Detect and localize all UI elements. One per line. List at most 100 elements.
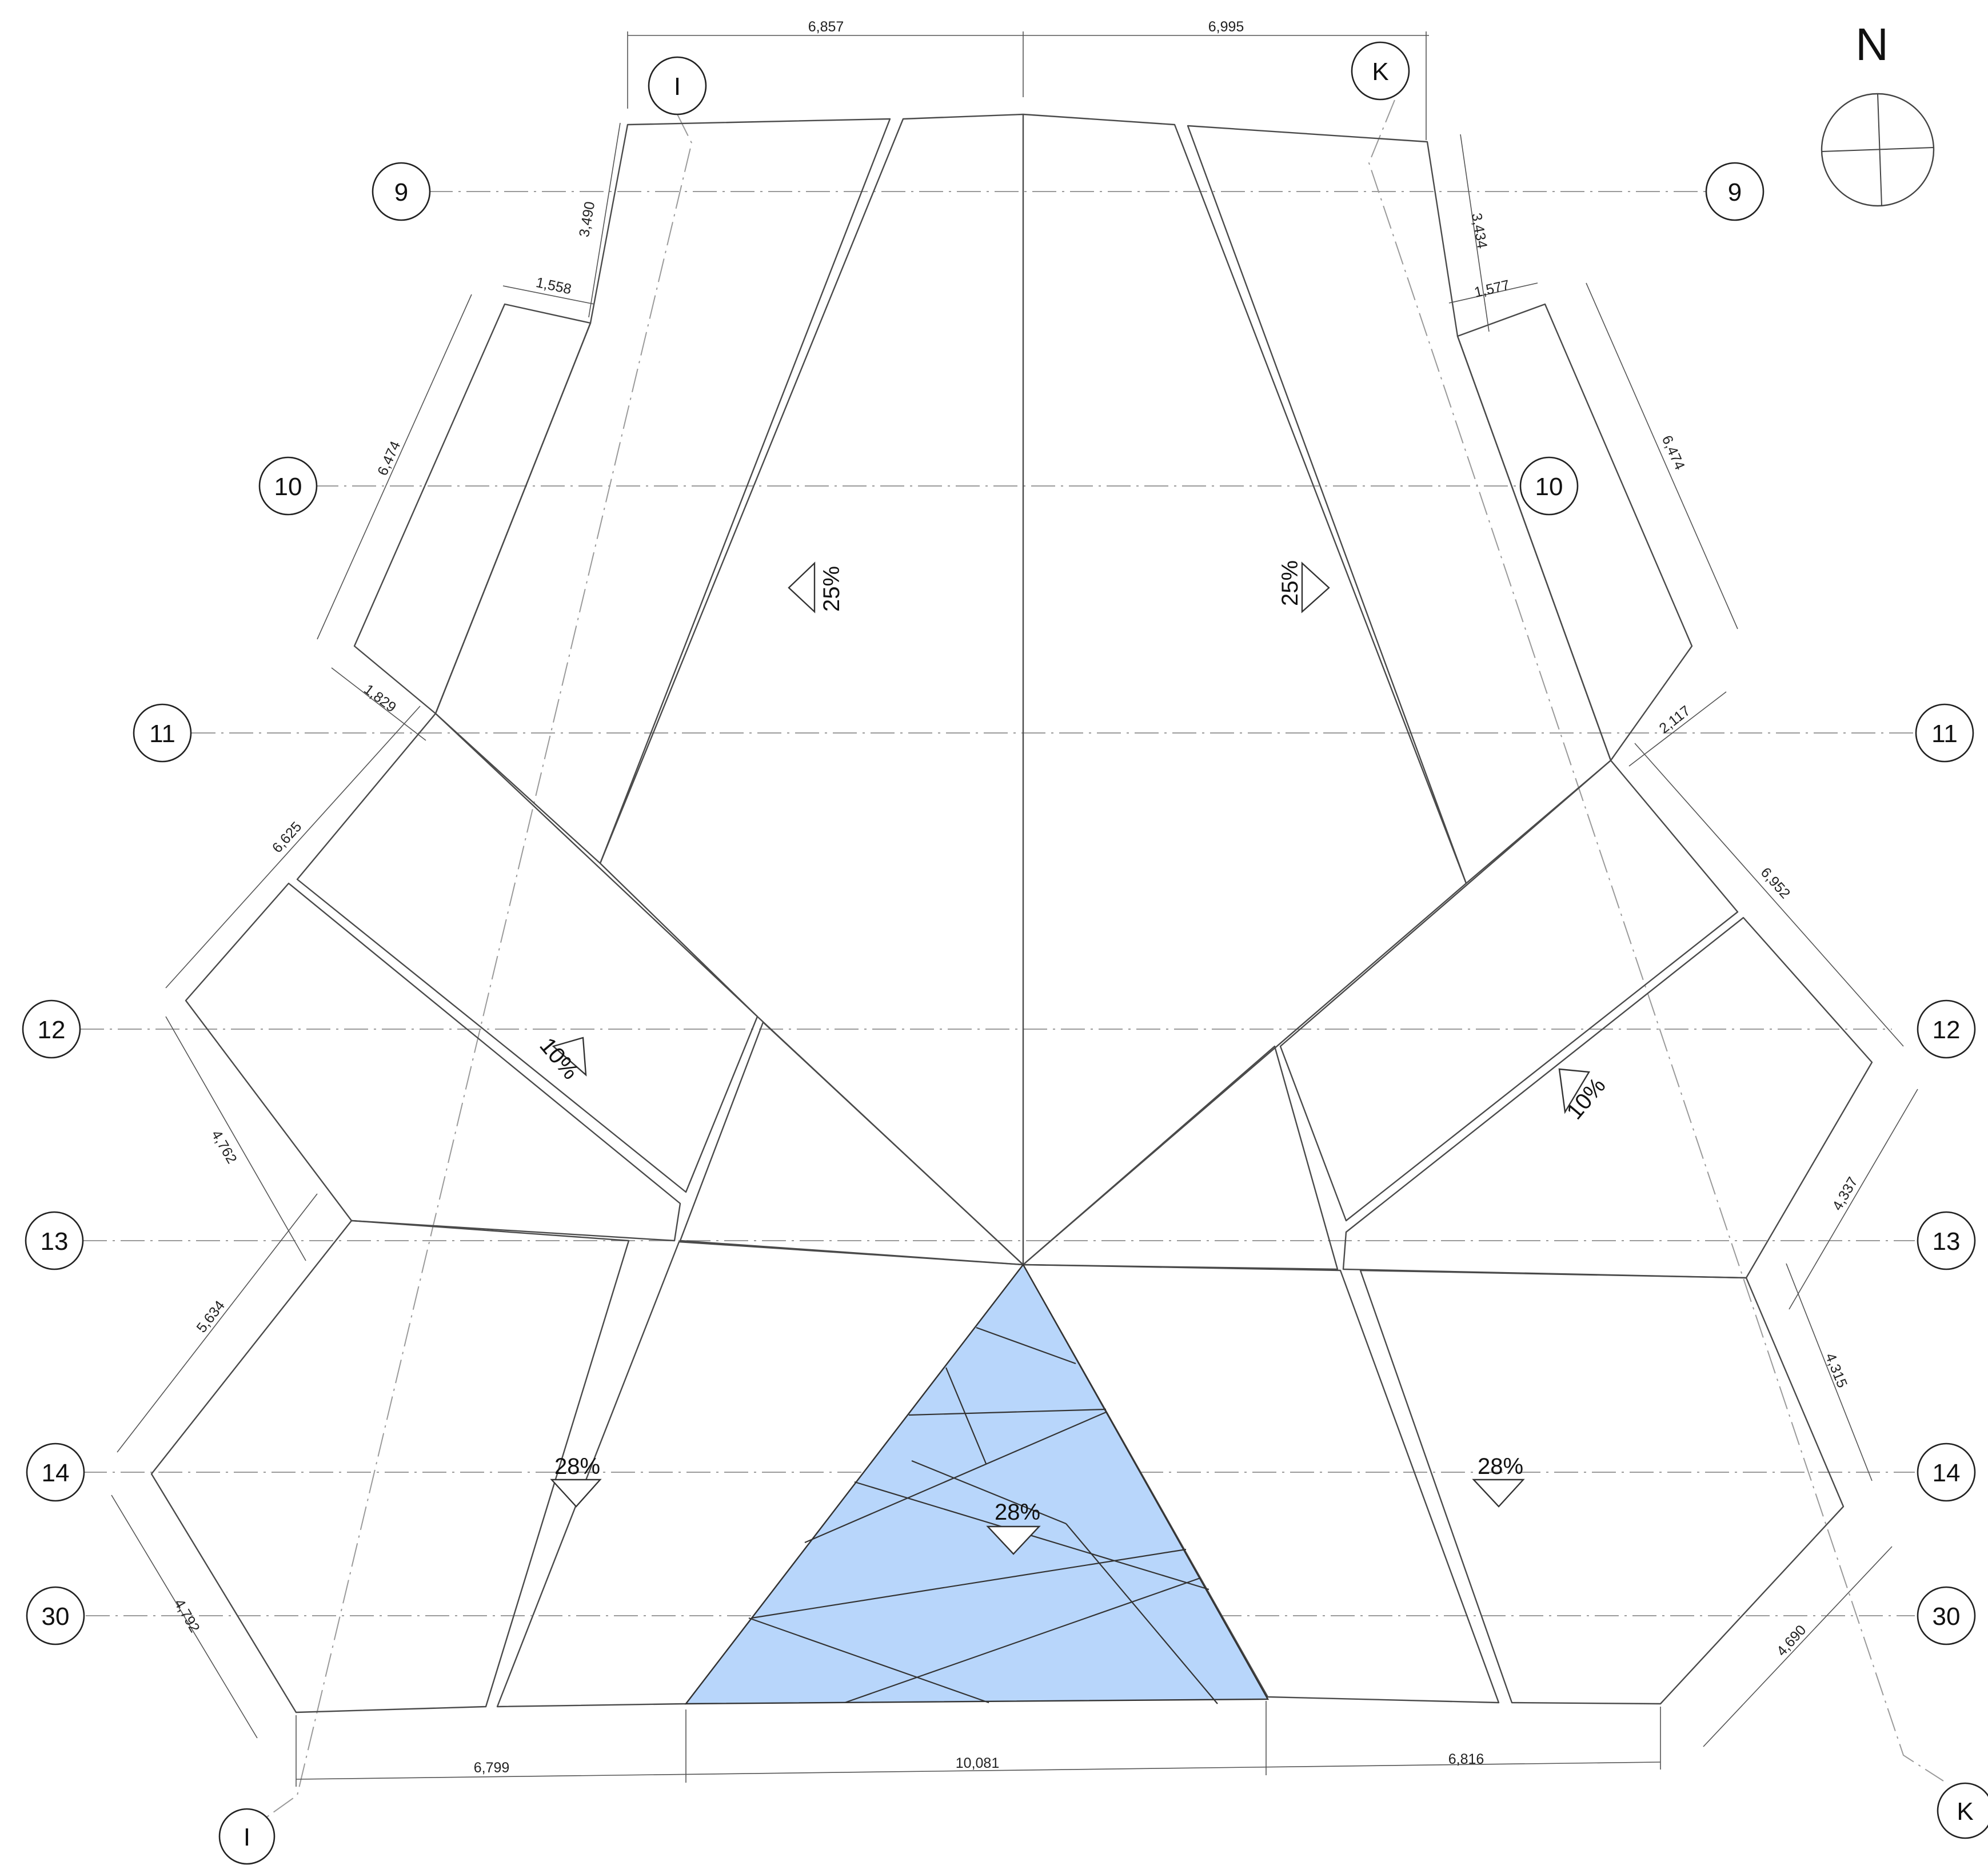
slope-arrow-icon — [552, 1037, 587, 1077]
grid-bubble-9-right: 9 — [1705, 162, 1765, 221]
dim-right-6952: 6,952 — [1758, 864, 1794, 902]
glass-mullion — [751, 1548, 1187, 1619]
slope-middle-right: 10% — [1558, 1068, 1611, 1124]
dim-line-right-3434 — [1460, 134, 1490, 332]
slope-label-lower-left: 28% — [554, 1454, 600, 1479]
svg-text:10: 10 — [274, 473, 302, 501]
glass-triangle — [684, 1263, 1270, 1705]
grid-bubble-10-right: 10 — [1519, 456, 1579, 516]
dim-left-1829: 1,829 — [361, 682, 399, 716]
roof-panel-lower-left-outer — [150, 1220, 630, 1713]
glass-mullion — [976, 1326, 1076, 1365]
slope-lower-right: 28% — [1472, 1454, 1525, 1508]
slope-label-upper-left: 25% — [819, 566, 844, 612]
svg-text:14: 14 — [42, 1459, 70, 1487]
grid-bubble-9-left: 9 — [372, 162, 431, 221]
dim-line-left-1829 — [331, 667, 426, 741]
grid-bubble-12-left: 12 — [22, 999, 81, 1059]
dim-right-4315: 4,315 — [1822, 1351, 1850, 1390]
glass-mullion — [911, 1460, 1067, 1525]
roof-panel-upper-left-wing — [353, 303, 592, 715]
slope-lower-left: 28% — [550, 1454, 602, 1508]
svg-text:11: 11 — [149, 720, 175, 748]
slope-label-upper-right: 25% — [1278, 560, 1303, 606]
slope-label-lower-right: 28% — [1478, 1454, 1523, 1479]
north-arrow: N — [1821, 19, 1935, 207]
grid-line-I — [257, 114, 693, 1824]
dim-line-right-6474 — [1586, 282, 1738, 629]
glass-mullion — [844, 1577, 1201, 1704]
dim-line-right-4690 — [1703, 1546, 1893, 1747]
roof-panel-middle-right-lower — [1342, 916, 1873, 1279]
dim-line-left-1558 — [502, 285, 595, 305]
grid-bubble-11-left: 11 — [133, 703, 192, 763]
dim-left-6625: 6,625 — [269, 819, 305, 856]
grid-bubble-K-bottom: K — [1937, 1782, 1988, 1839]
grid-line-K — [1368, 99, 1944, 1782]
roof-panel-upper-left-strip — [434, 118, 891, 864]
dim-line-left-6474 — [317, 294, 472, 640]
dim-line-right-4315 — [1786, 1263, 1873, 1481]
dim-line-bottom — [296, 1762, 1661, 1780]
grid-bubble-K-top: K — [1351, 41, 1410, 101]
dim-left-5634: 5,634 — [193, 1298, 228, 1336]
dim-line-left-6625 — [165, 706, 421, 989]
grid-bubble-13-right: 13 — [1917, 1211, 1976, 1270]
dim-bottom-left: 6,799 — [474, 1760, 510, 1776]
dim-right-1577: 1,577 — [1473, 277, 1511, 301]
grid-bubble-30-left: 30 — [26, 1586, 85, 1645]
dim-bottom-center: 10,081 — [956, 1755, 999, 1771]
svg-text:K: K — [1372, 58, 1388, 86]
dim-line-left-4762 — [165, 1016, 306, 1261]
slope-upper-right: 25% — [1278, 560, 1330, 613]
svg-text:30: 30 — [1933, 1603, 1961, 1631]
grid-bubble-10-left: 10 — [258, 456, 318, 516]
grid-bubble-14-left: 14 — [26, 1442, 85, 1502]
roof-panel-lower-right-strip — [1022, 1264, 1500, 1704]
svg-text:9: 9 — [394, 178, 408, 206]
grid-bubble-11-right: 11 — [1915, 703, 1974, 763]
dim-left-1558: 1,558 — [534, 274, 573, 297]
grid-bubble-30-right: 30 — [1917, 1586, 1976, 1645]
dim-line-left-3490 — [588, 122, 621, 318]
svg-text:9: 9 — [1728, 178, 1742, 206]
glass-mullion — [1065, 1523, 1218, 1704]
dim-top-right: 6,995 — [1208, 19, 1244, 35]
roof-panel-middle-right-inner — [1022, 1045, 1339, 1270]
dim-bottom-right: 6,816 — [1448, 1751, 1484, 1767]
roof-panel-middle-left-lower — [185, 882, 681, 1242]
svg-text:I: I — [243, 1823, 250, 1851]
slope-label-glass: 28% — [995, 1500, 1040, 1525]
dim-line-left-4792 — [111, 1495, 258, 1739]
glass-mullion — [748, 1617, 989, 1704]
dim-line-right-6952 — [1634, 743, 1904, 1047]
dim-left-6474: 6,474 — [374, 439, 404, 478]
svg-text:I: I — [674, 73, 681, 101]
grid-bubble-I-top: I — [648, 56, 707, 115]
dim-top-left: 6,857 — [808, 19, 844, 35]
dim-line-right-1577 — [1448, 282, 1538, 304]
slope-upper-left: 25% — [788, 561, 844, 613]
svg-text:13: 13 — [41, 1228, 69, 1256]
svg-text:K: K — [1957, 1798, 1973, 1826]
dim-line-right-2117 — [1628, 691, 1727, 767]
grid-bubbles: 9 9 10 10 11 11 12 12 — [22, 41, 1988, 1865]
dim-right-3434: 3,434 — [1468, 212, 1490, 250]
grid-bubble-13-left: 13 — [25, 1211, 84, 1270]
compass-icon — [1821, 93, 1935, 207]
roof-panel-lower-right-outer — [1359, 1269, 1845, 1705]
slope-arrow-icon — [1558, 1068, 1591, 1114]
svg-text:14: 14 — [1933, 1459, 1961, 1487]
dim-line-right-4337 — [1789, 1089, 1918, 1310]
svg-text:13: 13 — [1933, 1228, 1961, 1256]
glass-mullion — [908, 1408, 1107, 1416]
glass-mullion — [854, 1481, 1209, 1591]
roof-panel-upper-right-wing — [1456, 303, 1693, 762]
roof-panel-middle-right-upper — [1279, 759, 1739, 1222]
glass-skylight — [684, 1263, 1270, 1705]
north-label: N — [1855, 19, 1889, 70]
dimension-lines — [111, 31, 1918, 1787]
svg-text:12: 12 — [38, 1016, 66, 1044]
grid-bubble-12-right: 12 — [1917, 999, 1976, 1059]
roof-panel-upper-center — [599, 113, 1467, 1266]
